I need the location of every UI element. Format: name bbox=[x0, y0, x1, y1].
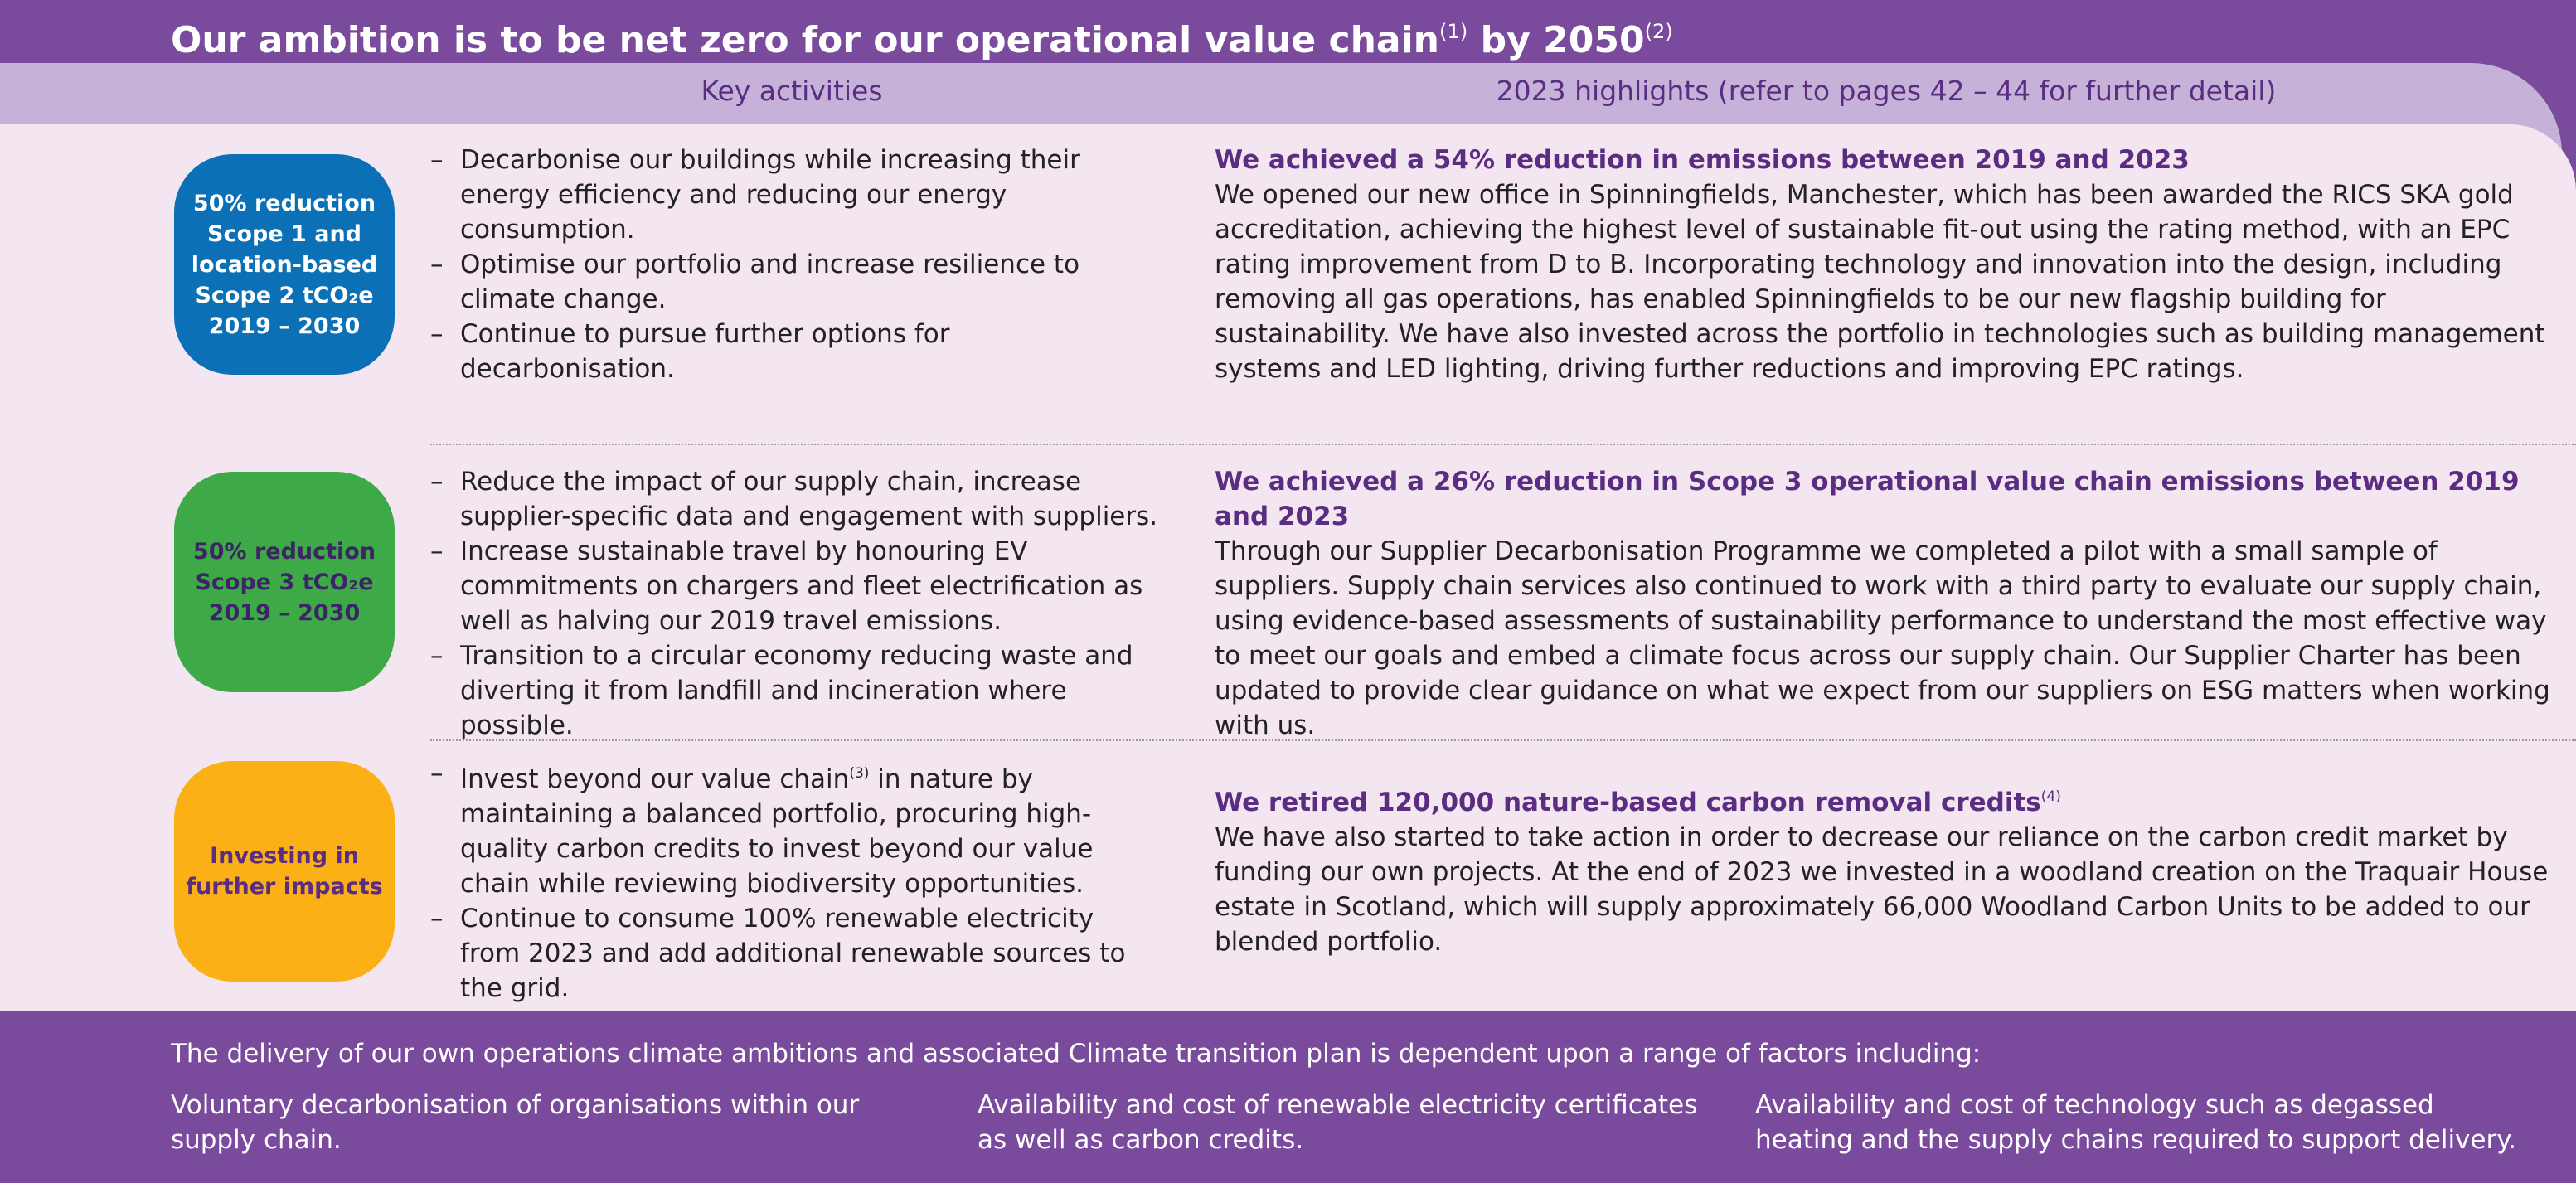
activity-list: Decarbonise our buildings while increasi… bbox=[430, 143, 1160, 386]
activity-item: Invest beyond our value chain(3) in natu… bbox=[430, 756, 1160, 901]
badge-line: Scope 2 tCO₂e bbox=[195, 282, 374, 308]
title: Our ambition is to be net zero for our o… bbox=[171, 5, 1673, 67]
highlight: We achieved a 26% reduction in Scope 3 o… bbox=[1215, 464, 2558, 743]
badge-line: location-based bbox=[191, 251, 378, 278]
activity-item: Reduce the impact of our supply chain, i… bbox=[430, 464, 1160, 534]
footer-factor: Voluntary decarbonisation of organisatio… bbox=[171, 1090, 860, 1155]
target-badge: Investing in further impacts bbox=[174, 761, 395, 982]
footnote-ref: (3) bbox=[849, 765, 870, 782]
badge-line: 2019 – 2030 bbox=[208, 599, 361, 626]
heading-text: We retired 120,000 nature-based carbon r… bbox=[1215, 787, 2041, 817]
heading-text: We achieved a 26% reduction in Scope 3 o… bbox=[1215, 467, 2520, 531]
activity-item: Decarbonise our buildings while increasi… bbox=[430, 143, 1160, 247]
highlight: We achieved a 54% reduction in emissions… bbox=[1215, 143, 2558, 386]
badge-line: 50% reduction bbox=[192, 538, 376, 565]
badge-line: Scope 3 tCO₂e bbox=[195, 569, 374, 595]
activity-list: Reduce the impact of our supply chain, i… bbox=[430, 464, 1160, 743]
content-panel bbox=[0, 124, 2576, 1011]
highlight-body: We opened our new office in Spinningfiel… bbox=[1215, 180, 2545, 384]
footer-factor: Availability and cost of technology such… bbox=[1755, 1090, 2516, 1155]
activity-list: Invest beyond our value chain(3) in natu… bbox=[430, 756, 1160, 1006]
badge-line: Scope 1 and bbox=[207, 221, 361, 247]
activity-item: Optimise our portfolio and increase resi… bbox=[430, 247, 1160, 317]
activity-item: Transition to a circular economy reducin… bbox=[430, 638, 1160, 743]
separator bbox=[430, 739, 2576, 741]
activity-text: in nature by maintaining a balanced port… bbox=[460, 764, 1094, 899]
separator bbox=[430, 444, 2576, 445]
highlight-heading: We retired 120,000 nature-based carbon r… bbox=[1215, 779, 2558, 820]
highlight-body: Through our Supplier Decarbonisation Pro… bbox=[1215, 536, 2550, 740]
column-header: Key activities bbox=[701, 75, 883, 107]
target-badge: 50% reduction Scope 3 tCO₂e 2019 – 2030 bbox=[174, 472, 395, 692]
footer-factor: Availability and cost of renewable elect… bbox=[978, 1090, 1698, 1155]
title-text: by 2050 bbox=[1467, 18, 1645, 61]
footer-intro: The delivery of our own operations clima… bbox=[171, 1039, 1982, 1069]
badge-line: further impacts bbox=[186, 874, 383, 899]
badge-line: 50% reduction bbox=[192, 190, 376, 216]
highlight-heading: We achieved a 54% reduction in emissions… bbox=[1215, 143, 2558, 177]
activity-item: Increase sustainable travel by honouring… bbox=[430, 534, 1160, 638]
footer-band bbox=[0, 1011, 2576, 1183]
badge-line: 2019 – 2030 bbox=[208, 313, 361, 339]
column-header: 2023 highlights (refer to pages 42 – 44 … bbox=[1496, 75, 2277, 107]
heading-text: We achieved a 54% reduction in emissions… bbox=[1215, 145, 2190, 175]
badge-line: Investing in bbox=[210, 843, 359, 869]
footnote-ref: (2) bbox=[1644, 20, 1673, 43]
activity-item: Continue to pursue further options for d… bbox=[430, 317, 1160, 386]
title-text: Our ambition is to be net zero for our o… bbox=[171, 18, 1440, 61]
footnote-ref: (1) bbox=[1439, 20, 1468, 43]
highlight-body: We have also started to take action in o… bbox=[1215, 822, 2549, 957]
activity-item: Continue to consume 100% renewable elect… bbox=[430, 901, 1160, 1006]
target-badge: 50% reduction Scope 1 and location-based Sc… bbox=[174, 154, 395, 375]
activity-text: Invest beyond our value chain bbox=[460, 764, 850, 794]
highlight-heading: We achieved a 26% reduction in Scope 3 o… bbox=[1215, 464, 2558, 534]
footnote-ref: (4) bbox=[2040, 788, 2061, 805]
highlight: We retired 120,000 nature-based carbon r… bbox=[1215, 779, 2558, 959]
